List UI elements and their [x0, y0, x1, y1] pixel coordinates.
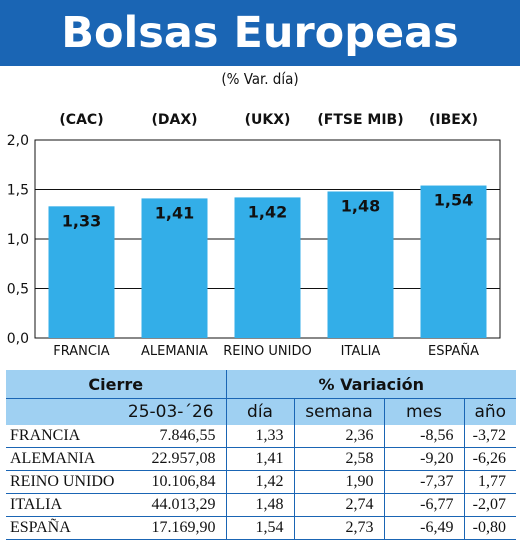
- cell-ano: -6,26: [464, 447, 516, 471]
- cell-dia: 1,33: [226, 425, 295, 448]
- ytick-label: 1,0: [7, 232, 29, 248]
- data-label: 1,48: [341, 196, 380, 215]
- header-ano: año: [464, 398, 516, 425]
- cell-mes: -9,20: [384, 447, 465, 471]
- cell-cierre: 10.106,84: [116, 470, 227, 494]
- header-variacion: % Variación: [226, 370, 516, 399]
- cell-dia: 1,42: [226, 470, 295, 494]
- cell-ano: 1,77: [464, 470, 516, 494]
- title-banner: Bolsas Europeas: [0, 0, 520, 66]
- header-date: 25-03-´26: [116, 398, 227, 425]
- cell-dia: 1,54: [226, 516, 295, 540]
- cell-mes: -6,77: [384, 493, 465, 517]
- cell-semana: 2,58: [294, 447, 385, 471]
- header-mes: mes: [384, 398, 465, 425]
- cell-country: REINO UNIDO: [6, 470, 116, 494]
- xtick-label: REINO UNIDO: [223, 344, 312, 359]
- cell-country: ESPAÑA: [6, 516, 116, 540]
- page-title: Bolsas Europeas: [61, 8, 459, 58]
- xtick-label: ESPAÑA: [428, 343, 479, 359]
- cell-cierre: 44.013,29: [116, 493, 227, 517]
- index-label: (UKX): [245, 112, 291, 128]
- cell-semana: 1,90: [294, 470, 385, 494]
- ytick-label: 0,0: [7, 331, 29, 347]
- bar: [234, 197, 301, 338]
- data-label: 1,42: [248, 202, 287, 221]
- bar: [48, 206, 115, 338]
- ytick-label: 0,5: [7, 282, 29, 298]
- cell-ano: -2,07: [464, 493, 516, 517]
- bar-chart: 0,0 0,5 1,0 1,5 2,0 1,33 (CAC) FRANCIA 1,41 (DAX)…: [7, 112, 501, 359]
- cell-mes: -7,37: [384, 470, 465, 494]
- index-label: (DAX): [151, 112, 197, 128]
- xtick-label: FRANCIA: [53, 344, 110, 359]
- chart-subtitle: (% Var. día): [221, 70, 299, 88]
- index-label: (FTSE MIB): [317, 112, 403, 128]
- table-row: REINO UNIDO 10.106,84 1,42 1,90 -7,37 1,77: [6, 470, 516, 494]
- cell-cierre: 7.846,55: [116, 425, 227, 448]
- cell-semana: 2,73: [294, 516, 385, 540]
- header-blank: [6, 398, 116, 425]
- data-label: 1,54: [434, 191, 473, 210]
- data-label: 1,33: [62, 211, 101, 230]
- cell-country: FRANCIA: [6, 425, 116, 448]
- cell-ano: -0,80: [464, 516, 516, 540]
- header-semana: semana: [294, 398, 385, 425]
- bar: [420, 185, 487, 338]
- cell-country: ITALIA: [6, 493, 116, 517]
- cell-ano: -3,72: [464, 425, 516, 448]
- header-dia: día: [226, 398, 295, 425]
- table-row: FRANCIA 7.846,55 1,33 2,36 -8,56 -3,72: [6, 425, 516, 448]
- bar: [141, 198, 208, 338]
- cell-dia: 1,41: [226, 447, 295, 471]
- cell-mes: -8,56: [384, 425, 465, 448]
- cell-country: ALEMANIA: [6, 447, 116, 471]
- table-row: ESPAÑA 17.169,90 1,54 2,73 -6,49 -0,80: [6, 516, 516, 540]
- quotes-table: Cierre % Variación 25-03-´26 día semana …: [6, 370, 516, 540]
- index-label: (CAC): [59, 112, 103, 128]
- ytick-label: 2,0: [7, 133, 29, 149]
- table-row: ALEMANIA 22.957,08 1,41 2,58 -9,20 -6,26: [6, 447, 516, 471]
- xtick-label: ALEMANIA: [141, 344, 208, 359]
- xtick-label: ITALIA: [341, 344, 381, 359]
- table-row: ITALIA 44.013,29 1,48 2,74 -6,77 -2,07: [6, 493, 516, 517]
- cell-mes: -6,49: [384, 516, 465, 540]
- header-cierre: Cierre: [6, 370, 227, 399]
- index-label: (IBEX): [429, 112, 478, 128]
- cell-semana: 2,74: [294, 493, 385, 517]
- data-label: 1,41: [155, 203, 194, 222]
- ytick-label: 1,5: [7, 183, 29, 199]
- cell-cierre: 22.957,08: [116, 447, 227, 471]
- cell-cierre: 17.169,90: [116, 516, 227, 540]
- bar: [327, 191, 394, 338]
- cell-semana: 2,36: [294, 425, 385, 448]
- cell-dia: 1,48: [226, 493, 295, 517]
